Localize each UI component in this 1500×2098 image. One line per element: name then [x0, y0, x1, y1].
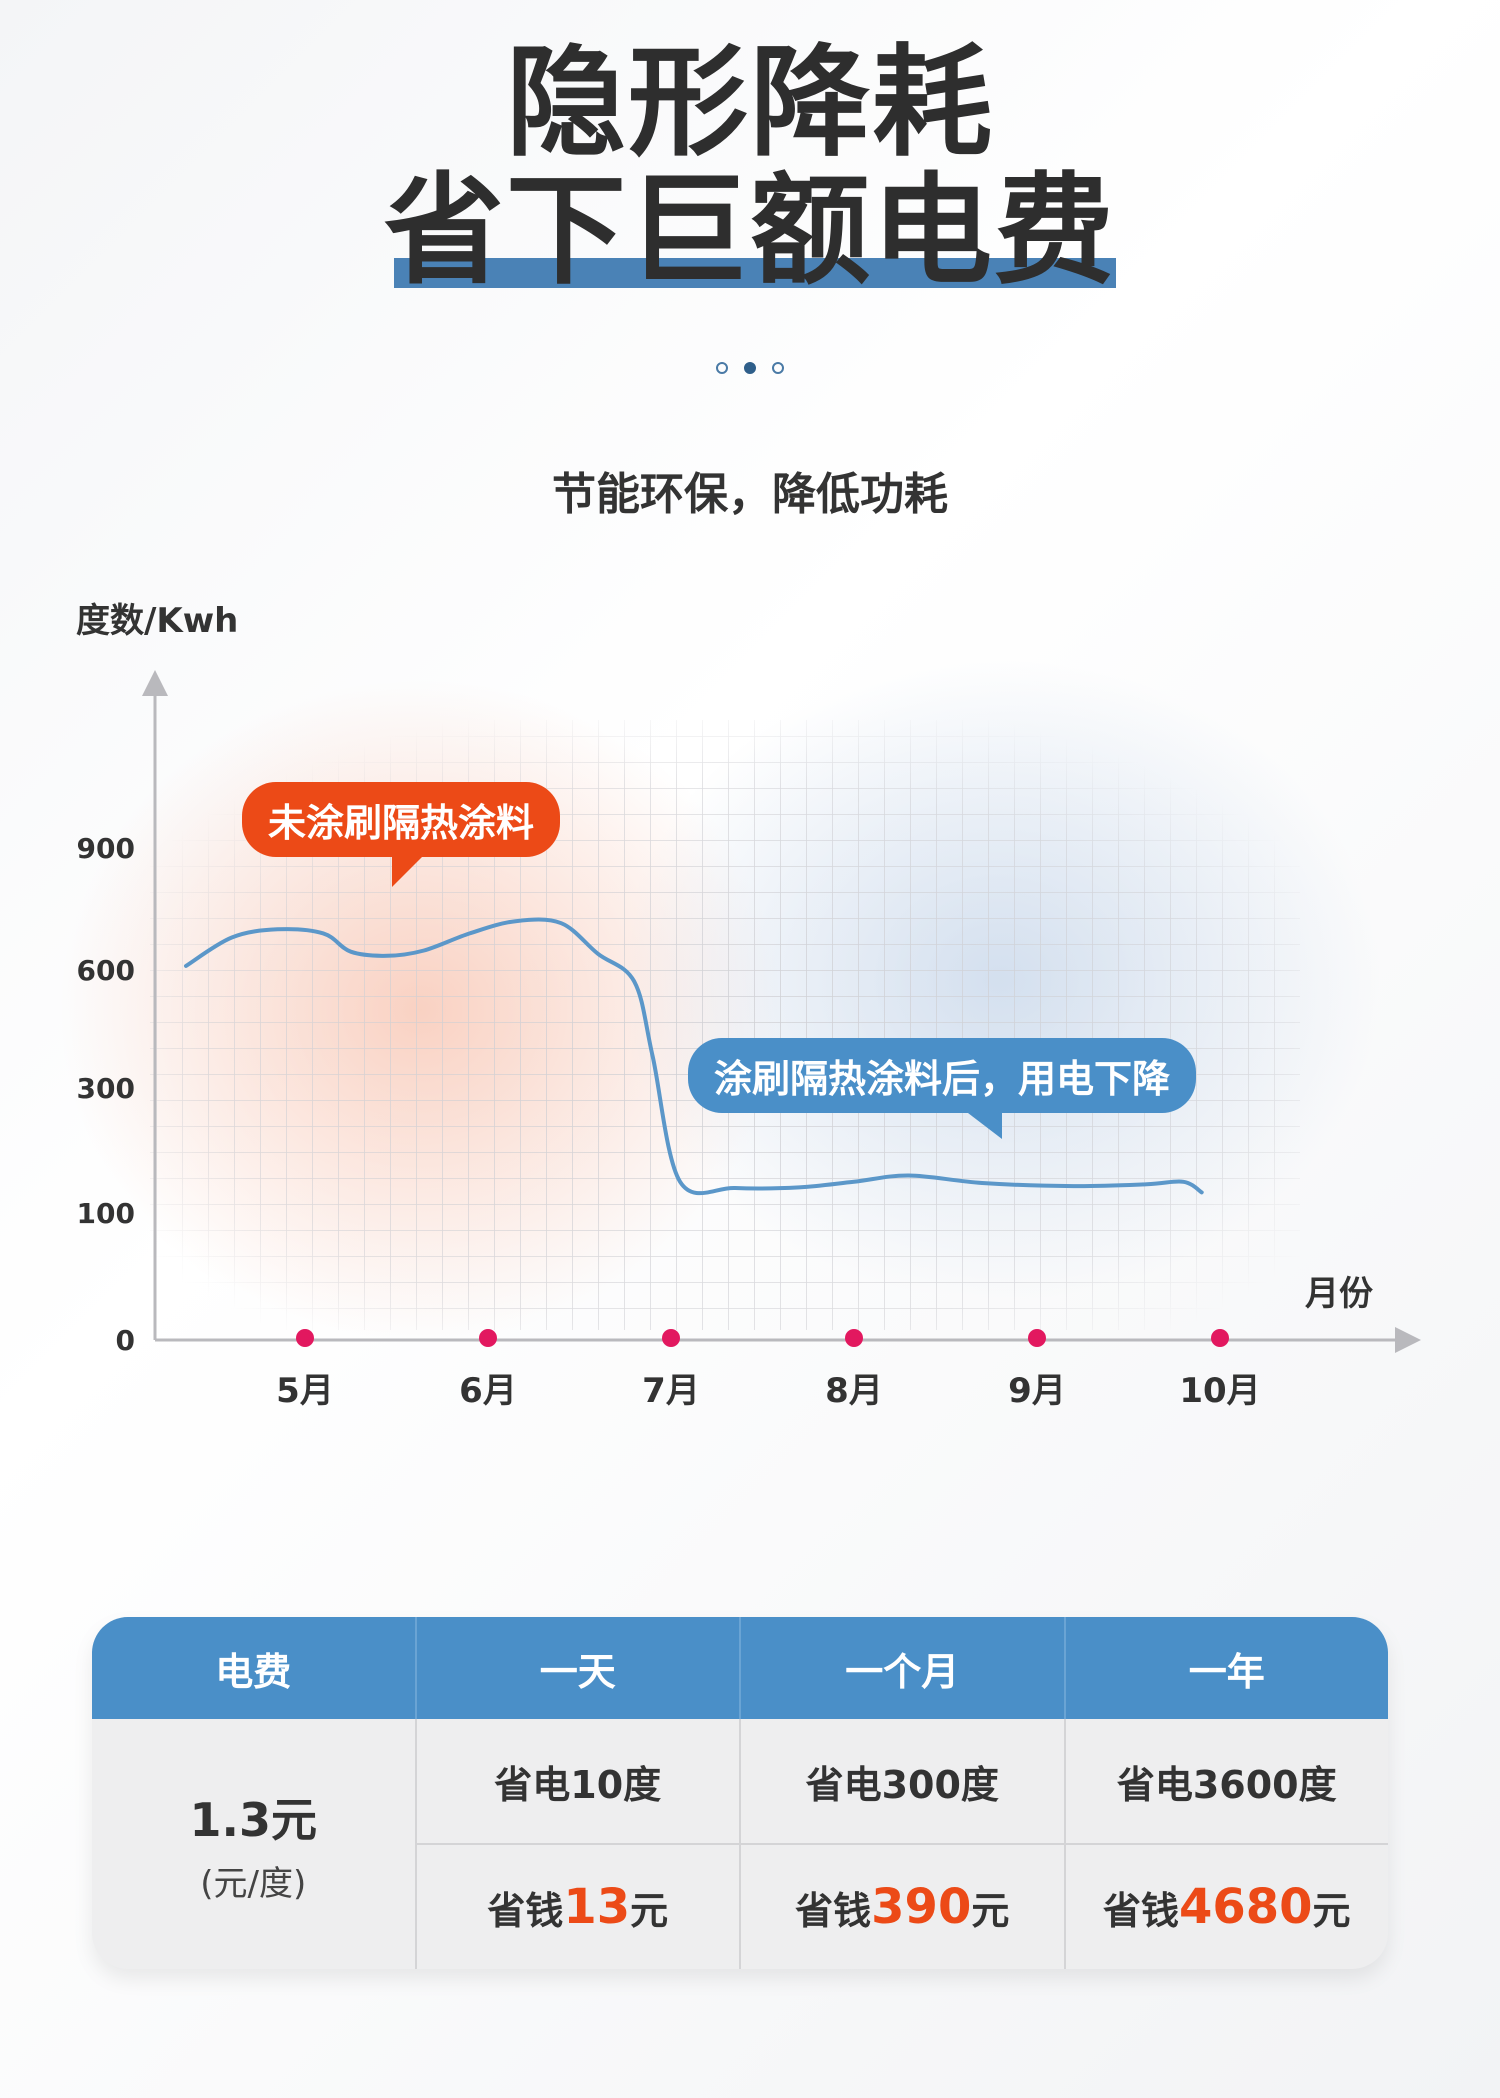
price-unit: (元/度) — [200, 1863, 307, 1904]
money-value: 4680 — [1178, 1879, 1313, 1935]
title-underline-bar — [394, 258, 1116, 288]
x-tick-label: 9月 — [1008, 1371, 1066, 1411]
money-suffix: 元 — [971, 1888, 1010, 1933]
x-tick-marker — [1211, 1329, 1229, 1347]
money-value: 13 — [563, 1879, 631, 1935]
page-title: 隐形降耗 省下巨额电费 — [0, 40, 1500, 296]
table-header-cell: 电费 — [215, 1649, 292, 1694]
y-tick-label: 900 — [77, 832, 135, 865]
price-value: 1.3元 — [189, 1792, 318, 1847]
x-tick-marker — [845, 1329, 863, 1347]
chart-lines — [184, 917, 1204, 1196]
carousel-dot-1[interactable] — [716, 362, 728, 374]
carousel-dots — [0, 362, 1500, 374]
chart-svg: 度数/Kwh 月份 0 100 300 600 900 5月 6月 7月 8月 9月 10月 — [60, 601, 1421, 1411]
table-header-cell: 一天 — [414, 1617, 740, 1719]
savings-table: 电费 一天 一个月 一年 1.3元 (元/度) 省电10度 省钱 13 元 省电30… — [92, 1617, 1388, 1969]
title-line-1: 隐形降耗 — [506, 34, 994, 173]
table-header-cell: 一年 — [1063, 1617, 1389, 1719]
money-prefix: 省钱 — [795, 1888, 872, 1933]
x-axis-arrow — [1395, 1327, 1421, 1353]
y-tick-label: 600 — [77, 954, 135, 987]
title-line-2-text: 省下巨额电费 — [384, 162, 1116, 301]
year-column: 省电3600度 省钱 4680 元 — [1063, 1719, 1388, 1969]
x-tick-label: 10月 — [1179, 1371, 1260, 1411]
energy-chart: 度数/Kwh 月份 0 100 300 600 900 5月 6月 7月 8月 9月 10月 未涂刷隔… — [0, 580, 1500, 1440]
x-tick-label: 6月 — [459, 1371, 517, 1411]
y-axis-arrow — [142, 670, 168, 696]
money-saved-cell: 省钱 13 元 — [416, 1843, 739, 1969]
money-prefix: 省钱 — [487, 1888, 564, 1933]
carousel-dot-3[interactable] — [772, 362, 784, 374]
carousel-dot-2[interactable] — [744, 362, 756, 374]
money-saved-cell: 省钱 4680 元 — [1065, 1843, 1388, 1969]
month-column: 省电300度 省钱 390 元 — [739, 1719, 1064, 1969]
money-suffix: 元 — [630, 1888, 669, 1933]
price-column: 1.3元 (元/度) — [92, 1719, 415, 1969]
money-saved-cell: 省钱 390 元 — [741, 1843, 1064, 1969]
title-line-2: 省下巨额电费 — [384, 168, 1116, 296]
x-tick-label: 7月 — [642, 1371, 700, 1411]
y-tick-label: 300 — [77, 1072, 135, 1105]
x-tick-marker — [479, 1329, 497, 1347]
x-tick-marker — [1028, 1329, 1046, 1347]
chart-axes: 度数/Kwh 月份 — [76, 601, 1421, 1353]
annotation-after-coating: 涂刷隔热涂料后，用电下降 — [688, 1038, 1197, 1139]
series-line — [184, 917, 1204, 1196]
annotation-before-coating: 未涂刷隔热涂料 — [242, 782, 561, 887]
x-tick-label: 5月 — [276, 1371, 334, 1411]
subtitle: 节能环保，降低功耗 — [552, 469, 948, 520]
money-prefix: 省钱 — [1102, 1888, 1179, 1933]
table-header: 电费 一天 一个月 一年 — [92, 1617, 1388, 1719]
table-body: 1.3元 (元/度) 省电10度 省钱 13 元 省电300度 省钱 390 元 省电3… — [92, 1719, 1388, 1969]
power-saved-cell: 省电300度 — [805, 1762, 999, 1807]
day-column: 省电10度 省钱 13 元 — [414, 1719, 739, 1969]
y-tick-label: 0 — [116, 1324, 135, 1357]
chart-ticks: 0 100 300 600 900 5月 6月 7月 8月 9月 10月 — [77, 832, 1261, 1411]
x-tick-label: 8月 — [825, 1371, 883, 1411]
power-saved-cell: 省电10度 — [494, 1762, 662, 1807]
x-tick-marker — [662, 1329, 680, 1347]
money-suffix: 元 — [1312, 1888, 1351, 1933]
y-axis-label: 度数/Kwh — [76, 601, 238, 641]
y-tick-label: 100 — [77, 1197, 135, 1230]
money-value: 390 — [871, 1879, 972, 1935]
x-axis-label: 月份 — [1305, 1274, 1373, 1314]
x-tick-marker — [296, 1329, 314, 1347]
table-header-cell: 一个月 — [739, 1617, 1064, 1719]
power-saved-cell: 省电3600度 — [1116, 1762, 1337, 1807]
